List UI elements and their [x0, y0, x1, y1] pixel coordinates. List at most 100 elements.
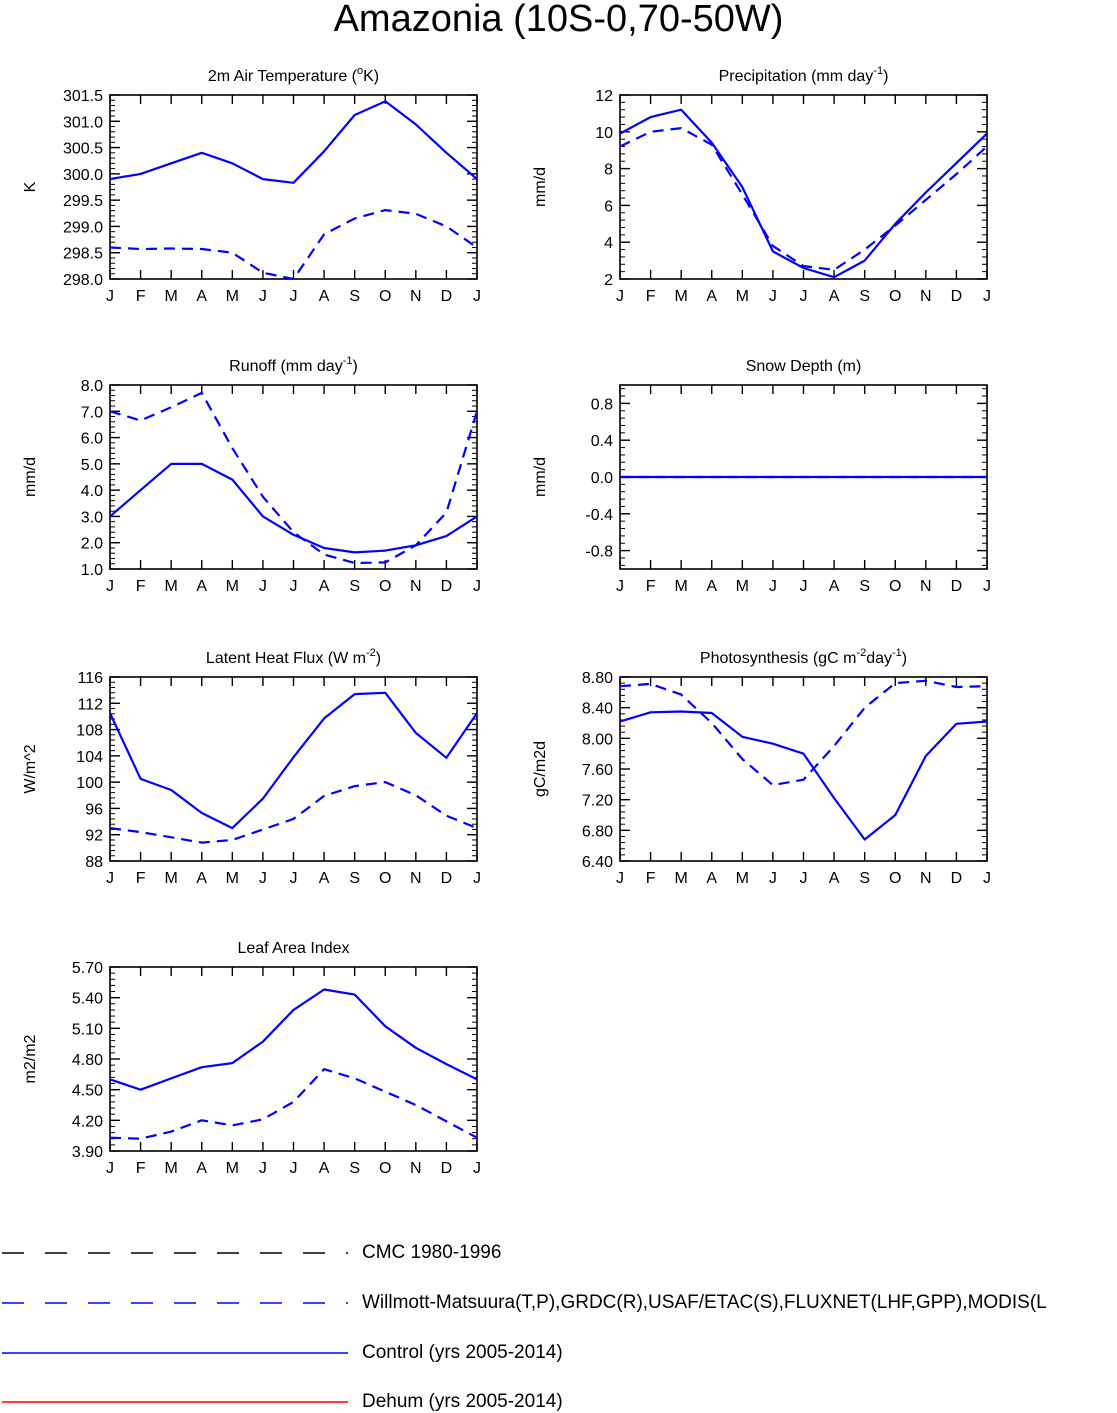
observed-series-line: [109, 780, 478, 844]
y-tick-label: 0.4: [591, 433, 613, 450]
x-tick-label: J: [473, 578, 481, 595]
plot-frame: [109, 966, 478, 1152]
y-tick-label: 100: [76, 775, 103, 792]
y-tick-label: 299.5: [63, 193, 103, 210]
x-tick-label: S: [859, 288, 870, 305]
control-series-line: [619, 710, 988, 841]
panel-temp: J F M A M J J A S O N D J298.0298.5299.0299.5300.030…: [22, 65, 481, 305]
y-tick-label: 0.8: [591, 396, 613, 413]
y-tick-label: 10: [595, 125, 613, 142]
y-tick-label: 5.70: [72, 960, 103, 977]
x-tick-label: J: [290, 1160, 298, 1177]
x-tick-label: N: [410, 288, 422, 305]
observed-series-line: [619, 127, 988, 271]
title-superscript: -2: [366, 647, 376, 659]
y-tick-label: 5.10: [72, 1021, 103, 1038]
title-text: Runoff (mm day: [229, 358, 343, 375]
x-tick-label: S: [349, 578, 360, 595]
panel-lhf: J F M A M J J A S O N D J889296100104108112116W/m^2L…: [22, 647, 481, 887]
x-tick-label: A: [319, 870, 330, 887]
y-tick-label: 116: [77, 670, 103, 687]
x-tick-label: O: [379, 870, 391, 887]
panel-runoff: J F M A M J J A S O N D J1.02.03.04.05.06.07.08.0mm/…: [22, 355, 481, 595]
x-tick-label: A: [829, 578, 840, 595]
legend-label-dehum: Dehum (yrs 2005-2014): [362, 1391, 563, 1412]
y-tick-label: 3.0: [81, 509, 103, 526]
panel-gpp: J F M A M J J A S O N D J6.406.807.207.608.008.408.8…: [532, 647, 991, 887]
x-tick-label: M: [165, 288, 178, 305]
title-text: day: [866, 650, 892, 667]
y-tick-label: 7.20: [582, 793, 613, 810]
x-tick-label: J: [769, 288, 777, 305]
x-tick-label: O: [379, 288, 391, 305]
y-tick-label: 4.0: [81, 483, 103, 500]
control-series-line: [109, 100, 478, 184]
x-tick-label: A: [706, 288, 717, 305]
x-tick-label: O: [379, 1160, 391, 1177]
x-tick-label: M: [675, 870, 688, 887]
chart-title: 2m Air Temperature (oK): [208, 65, 379, 85]
y-tick-label: 298.5: [63, 246, 103, 263]
x-tick-label: D: [441, 288, 453, 305]
x-tick-label: N: [410, 870, 422, 887]
x-tick-label: J: [800, 578, 808, 595]
x-tick-label: A: [319, 288, 330, 305]
x-tick-label: D: [951, 288, 963, 305]
chart-title: Snow Depth (m): [746, 358, 862, 375]
y-tick-label: 3.90: [72, 1144, 103, 1161]
y-tick-label: 8: [604, 162, 613, 179]
x-tick-label: A: [706, 578, 717, 595]
x-tick-label: J: [259, 288, 267, 305]
x-tick-label: F: [646, 288, 656, 305]
y-tick-label: 6.40: [582, 854, 613, 871]
y-tick-label: 96: [85, 801, 103, 818]
observed-series-line: [109, 209, 478, 281]
title-superscript: -2: [856, 647, 866, 659]
title-superscript: -1: [892, 647, 902, 659]
chart-title: Precipitation (mm day-1): [719, 65, 889, 85]
observed-series-line: [109, 391, 479, 565]
title-superscript: -1: [873, 65, 883, 77]
y-tick-label: 92: [85, 828, 103, 845]
y-tick-label: 7.0: [81, 404, 103, 421]
x-tick-label: J: [473, 288, 481, 305]
x-tick-label: F: [136, 578, 146, 595]
x-tick-label: A: [829, 870, 840, 887]
plot-frame: [109, 94, 478, 280]
legend-label-cmc: CMC 1980-1996: [362, 1242, 502, 1263]
x-tick-label: M: [165, 1160, 178, 1177]
x-tick-label: J: [616, 870, 624, 887]
x-tick-label: O: [889, 288, 901, 305]
x-tick-label: J: [290, 870, 298, 887]
x-tick-label: A: [196, 288, 207, 305]
title-superscript: o: [357, 65, 363, 77]
x-tick-label: S: [349, 870, 360, 887]
x-tick-label: J: [616, 288, 624, 305]
x-tick-label: D: [951, 578, 963, 595]
x-tick-label: O: [889, 870, 901, 887]
y-tick-label: 8.00: [582, 731, 613, 748]
x-tick-label: N: [410, 1160, 422, 1177]
x-tick-label: M: [675, 288, 688, 305]
plot-frame: [109, 676, 478, 862]
x-tick-label: S: [859, 870, 870, 887]
x-tick-label: J: [616, 578, 624, 595]
y-tick-label: 300.5: [63, 141, 103, 158]
x-tick-label: M: [736, 870, 749, 887]
title-text: Latent Heat Flux (W m: [206, 650, 366, 667]
y-axis-label: W/m^2: [22, 744, 39, 793]
y-axis-label: mm/d: [532, 457, 549, 497]
x-tick-label: N: [920, 578, 932, 595]
y-tick-label: 8.40: [582, 701, 613, 718]
x-tick-label: J: [259, 870, 267, 887]
x-tick-label: J: [473, 870, 481, 887]
x-tick-label: J: [106, 288, 114, 305]
title-text: 2m Air Temperature (: [208, 68, 358, 85]
x-tick-label: M: [736, 578, 749, 595]
x-tick-label: M: [226, 1160, 239, 1177]
title-text: ): [902, 650, 907, 667]
y-tick-label: 298.0: [63, 272, 103, 289]
x-tick-label: J: [983, 870, 991, 887]
title-text: Snow Depth (m): [746, 358, 862, 375]
